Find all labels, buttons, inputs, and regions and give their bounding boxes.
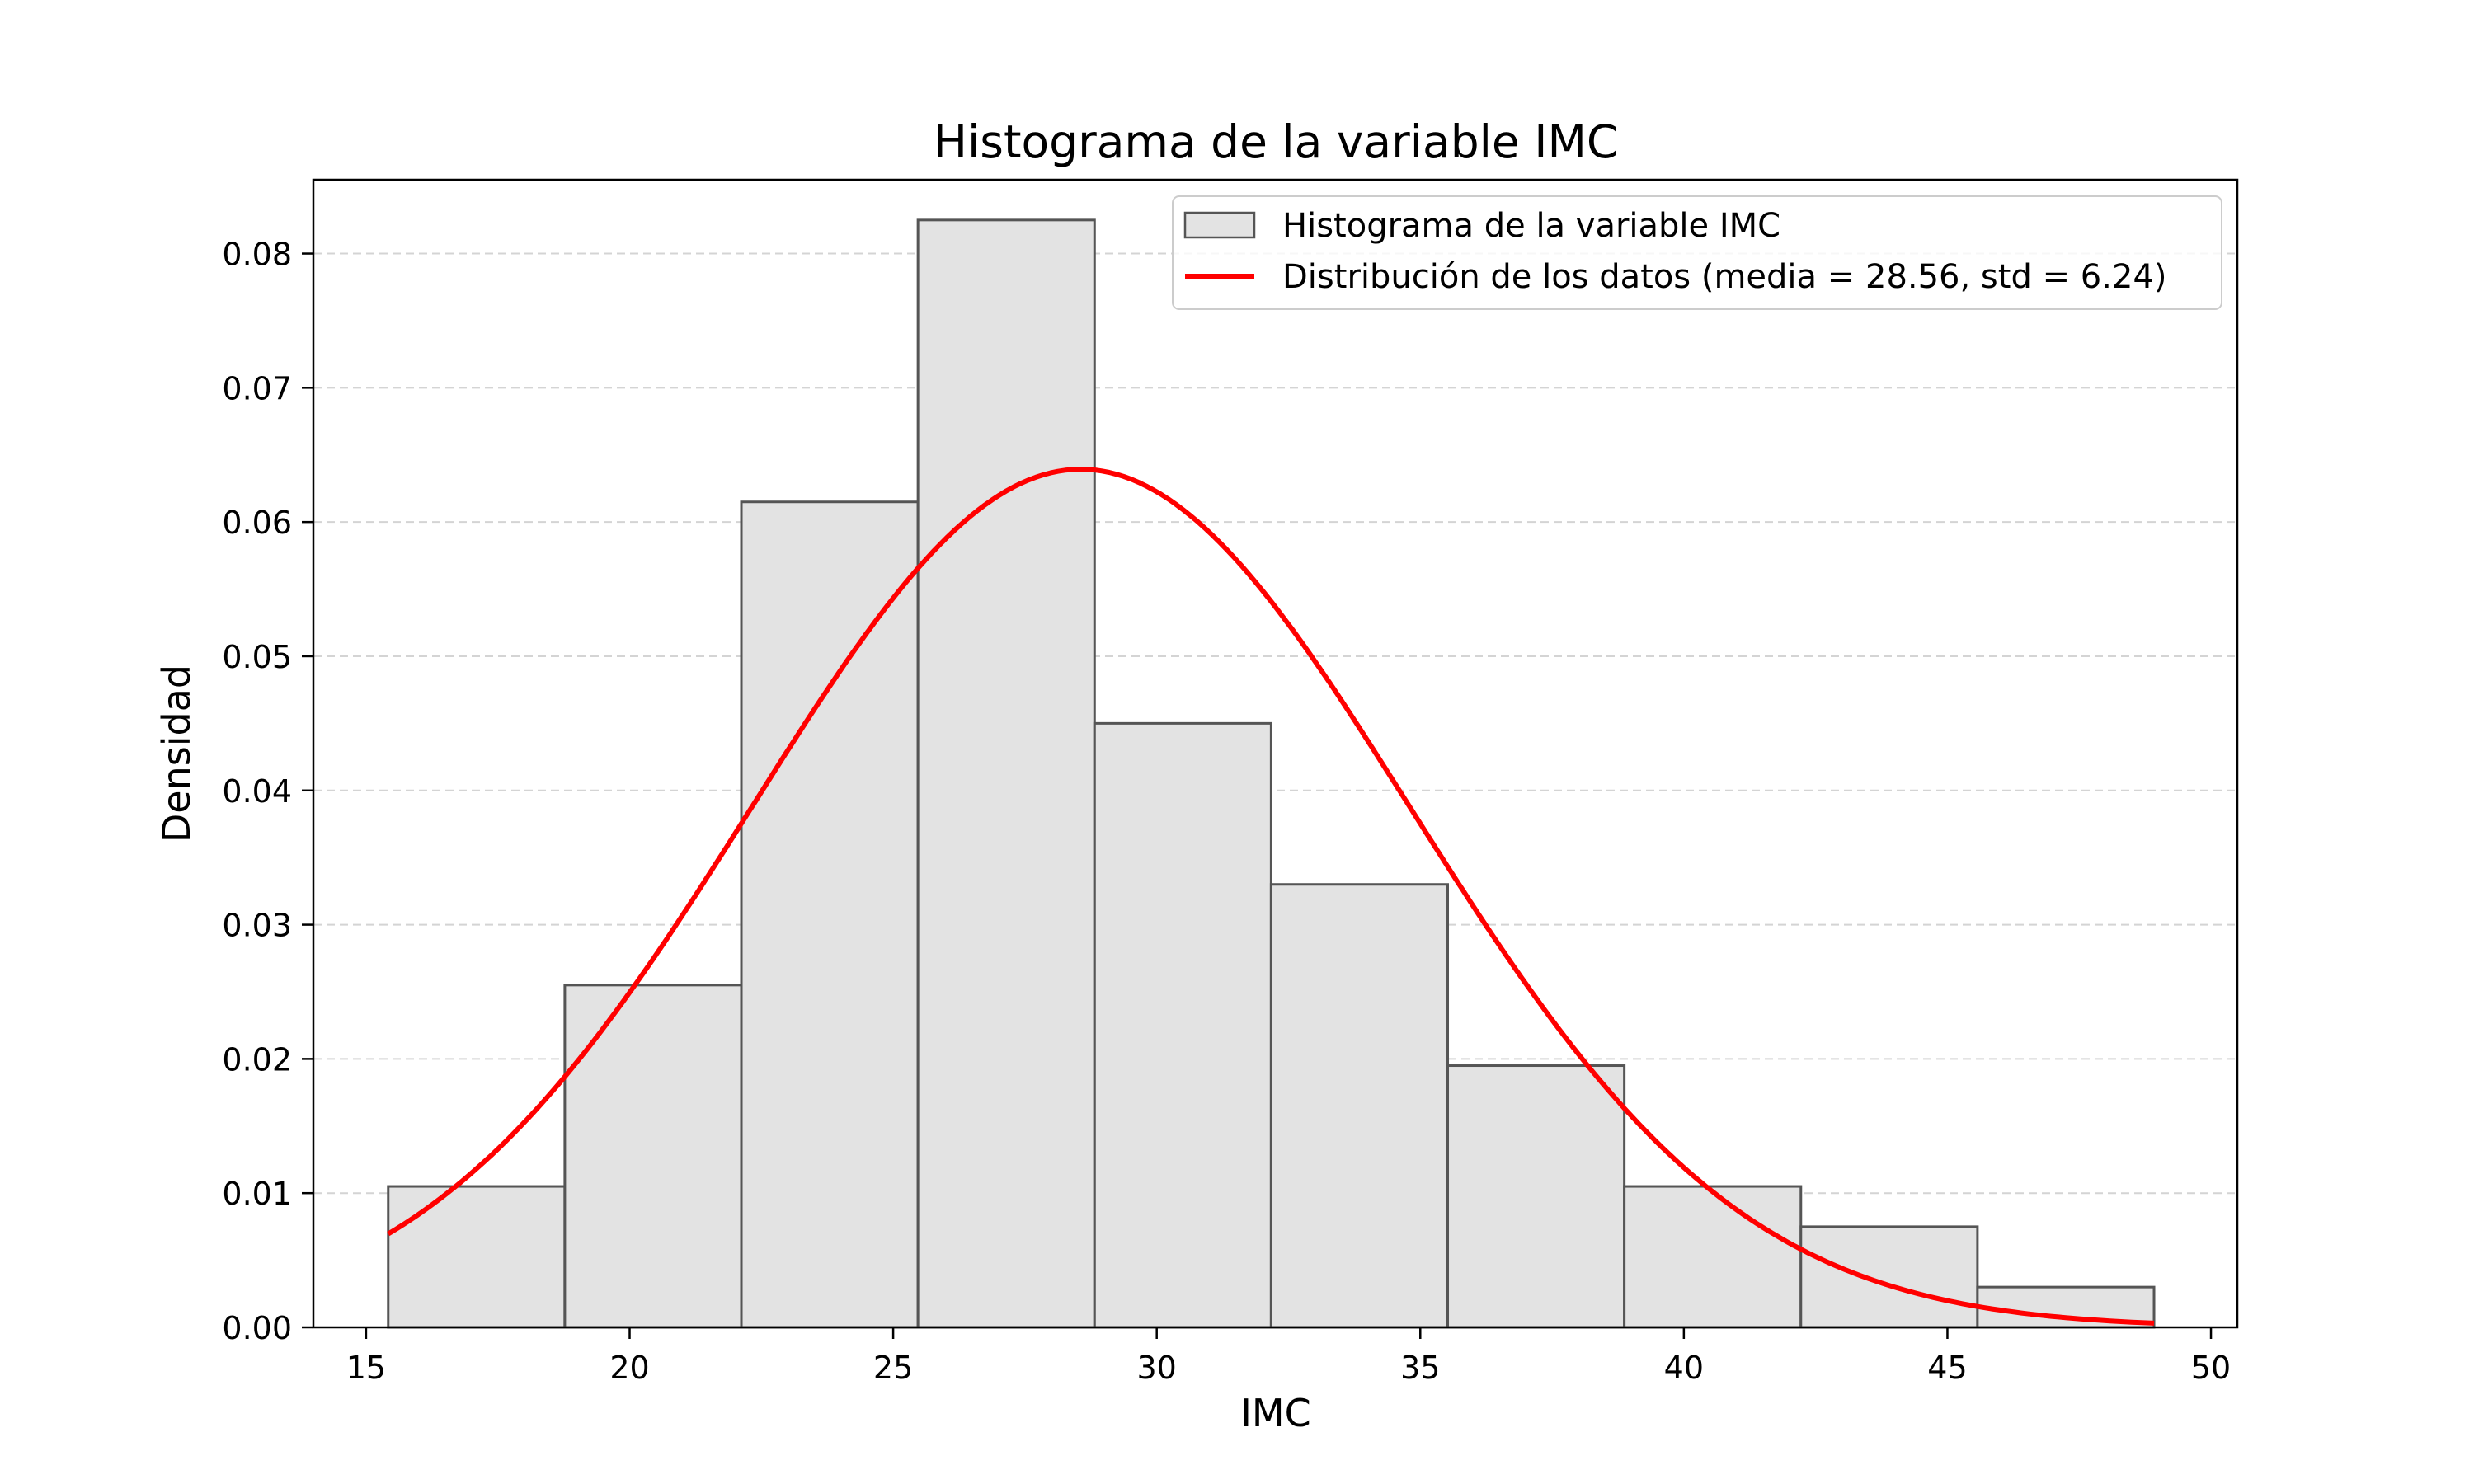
legend-histogram-label: Histograma de la variable IMC bbox=[1282, 207, 1780, 245]
histogram-bar bbox=[1799, 1225, 1979, 1329]
plot-frame bbox=[312, 178, 2239, 1329]
legend-curve-label: Distribución de los datos (media = 28.56… bbox=[1282, 258, 2166, 296]
x-tick-label: 15 bbox=[346, 1350, 386, 1386]
distribution-line bbox=[387, 467, 2155, 1326]
y-tick-label: 0.05 bbox=[222, 639, 292, 675]
histogram-bar bbox=[563, 984, 743, 1329]
legend: Histograma de la variable IMC Distribuci… bbox=[1172, 195, 2222, 310]
y-tick-label: 0.03 bbox=[222, 908, 292, 944]
legend-box bbox=[1172, 195, 2222, 310]
y-axis: 0.00 0.01 0.02 0.03 0.04 0.05 0.06 0.07 0.08 bbox=[222, 237, 313, 1346]
y-axis-title: Densidad bbox=[154, 665, 199, 843]
histogram-bar bbox=[1446, 1064, 1626, 1329]
y-tick-label: 0.07 bbox=[222, 370, 292, 406]
chart-title: Histograma de la variable IMC bbox=[934, 115, 1619, 168]
histogram-bar bbox=[1269, 883, 1450, 1329]
x-tick-label: 35 bbox=[1400, 1350, 1440, 1386]
y-tick-label: 0.04 bbox=[222, 773, 292, 810]
y-tick-label: 0.01 bbox=[222, 1176, 292, 1212]
histogram-bar bbox=[1623, 1185, 1803, 1329]
histogram-bars bbox=[387, 218, 2156, 1329]
x-tick-label: 50 bbox=[2191, 1350, 2231, 1386]
x-tick-label: 30 bbox=[1137, 1350, 1177, 1386]
x-axis-title: IMC bbox=[1240, 1391, 1310, 1435]
histogram-bar bbox=[916, 218, 1096, 1329]
x-tick-label: 40 bbox=[1664, 1350, 1704, 1386]
histogram-bar bbox=[1093, 721, 1272, 1329]
x-tick-label: 20 bbox=[609, 1350, 649, 1386]
y-tick-label: 0.00 bbox=[222, 1310, 292, 1346]
histogram-bar bbox=[387, 1185, 567, 1329]
x-tick-label: 25 bbox=[873, 1350, 913, 1386]
y-tick-label: 0.06 bbox=[222, 505, 292, 541]
y-tick-label: 0.08 bbox=[222, 237, 292, 273]
x-tick-label: 45 bbox=[1927, 1350, 1967, 1386]
distribution-curve bbox=[387, 467, 2155, 1326]
legend-histogram-swatch bbox=[1183, 211, 1256, 239]
histogram-bar bbox=[740, 500, 920, 1329]
y-tick-label: 0.02 bbox=[222, 1041, 292, 1078]
x-axis: 15 20 25 30 35 40 45 50 bbox=[346, 1327, 2231, 1386]
